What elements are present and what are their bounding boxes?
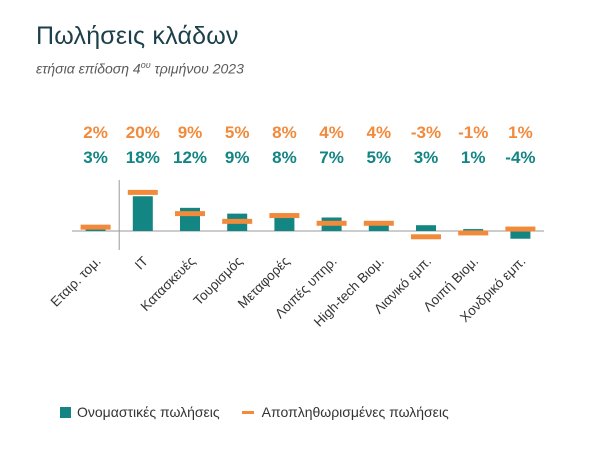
- deflated-marker-8: [458, 230, 489, 236]
- deflated-marker-7: [411, 234, 441, 240]
- legend: Ονομαστικές πωλήσεις Αποπληθωρισμένες πω…: [60, 404, 471, 420]
- category-label-0: Εταιρ. τομ.: [48, 254, 104, 310]
- deflated-label-8: -1%: [458, 123, 488, 142]
- sales-chart: 2%3%Εταιρ. τομ.20%18%IT9%12%Κατασκευές5%…: [48, 123, 544, 330]
- deflated-marker-3: [222, 218, 253, 224]
- subtitle-superscript: ου: [140, 60, 151, 70]
- deflated-marker-1: [127, 189, 158, 195]
- nominal-label-5: 7%: [319, 148, 344, 167]
- nominal-label-2: 12%: [173, 148, 207, 167]
- legend-item-nominal: Ονομαστικές πωλήσεις: [60, 404, 220, 420]
- nominal-label-7: 3%: [414, 148, 439, 167]
- deflated-marker-6: [363, 220, 394, 226]
- nominal-bar-8: [463, 229, 484, 231]
- nominal-label-8: 1%: [461, 148, 486, 167]
- nominal-bar-7: [416, 225, 436, 231]
- category-label-1: IT: [132, 254, 151, 273]
- subtitle-main: ετήσια επίδοση 4: [36, 60, 141, 77]
- deflated-label-7: -3%: [411, 123, 441, 142]
- nominal-bar-1: [132, 196, 153, 231]
- nominal-label-3: 9%: [225, 148, 250, 167]
- deflated-label-0: 2%: [83, 123, 108, 142]
- deflated-label-5: 4%: [319, 123, 344, 142]
- deflated-label-6: 4%: [367, 123, 392, 142]
- deflated-label-9: 1%: [508, 123, 533, 142]
- nominal-bar-4: [274, 215, 295, 231]
- deflated-marker-2: [175, 211, 205, 217]
- nominal-label-1: 18%: [126, 148, 160, 167]
- legend-label-deflated: Αποπληθωρισμένες πωλήσεις: [261, 404, 449, 420]
- nominal-label-0: 3%: [83, 148, 108, 167]
- legend-swatch-nominal: [60, 406, 71, 418]
- nominal-label-4: 8%: [272, 148, 297, 167]
- deflated-label-4: 8%: [272, 123, 297, 142]
- nominal-bar-9: [510, 231, 531, 239]
- legend-swatch-deflated: [241, 410, 254, 414]
- deflated-label-2: 9%: [178, 123, 203, 142]
- deflated-label-3: 5%: [225, 123, 250, 142]
- chart-title: Πωλήσεις κλάδων: [36, 22, 239, 50]
- nominal-label-9: -4%: [505, 148, 535, 167]
- deflated-marker-0: [80, 224, 111, 230]
- legend-item-deflated: Αποπληθωρισμένες πωλήσεις: [241, 404, 449, 420]
- nominal-label-6: 5%: [367, 148, 392, 167]
- nominal-bar-6: [368, 221, 389, 231]
- subtitle-tail: τριμήνου 2023: [150, 60, 244, 77]
- deflated-marker-9: [505, 226, 536, 232]
- legend-label-nominal: Ονομαστικές πωλήσεις: [77, 404, 220, 420]
- deflated-marker-4: [269, 213, 300, 219]
- deflated-label-1: 20%: [126, 123, 160, 142]
- chart-subtitle: ετήσια επίδοση 4ου τριμήνου 2023: [36, 60, 244, 77]
- deflated-marker-5: [316, 220, 347, 226]
